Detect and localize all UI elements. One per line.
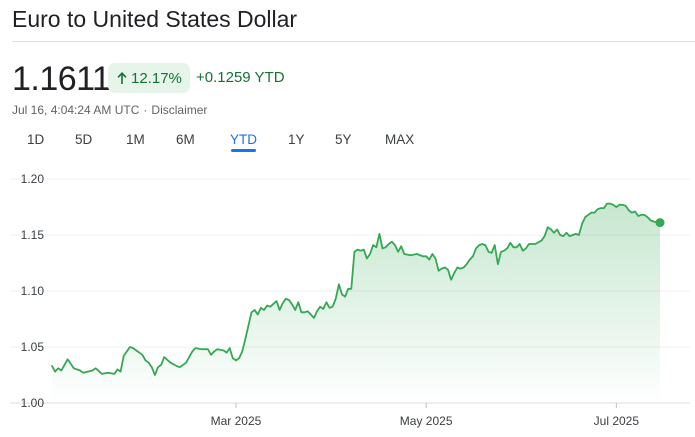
y-tick-label: 1.15 (21, 228, 45, 242)
separator: · (143, 103, 148, 117)
tab-max[interactable]: MAX (385, 132, 415, 147)
tab-ytd[interactable]: YTD (230, 132, 257, 147)
price-line (51, 202, 661, 376)
timestamp-line: Jul 16, 4:04:24 AM UTC · Disclaimer (12, 103, 207, 117)
tab-6m[interactable]: 6M (176, 132, 195, 147)
price-chart[interactable]: 1.20 1.15 1.10 1.05 1.00 Mar 2025 May 2025 Jul … (0, 160, 695, 437)
page-title: Euro to United States Dollar (12, 6, 298, 32)
tab-1y[interactable]: 1Y (288, 132, 305, 147)
tab-5y[interactable]: 5Y (335, 132, 352, 147)
y-tick-label: 1.05 (21, 340, 45, 354)
x-tick-label: Mar 2025 (211, 414, 262, 428)
divider (12, 41, 695, 42)
disclaimer-link[interactable]: Disclaimer (151, 103, 208, 117)
last-price-marker (655, 218, 665, 228)
area-fill (52, 203, 660, 403)
percent-change-value: 12.17% (131, 69, 182, 87)
exchange-rate-price: 1.1611 (12, 60, 111, 98)
x-tick-label: May 2025 (400, 414, 453, 428)
y-tick-label: 1.20 (21, 172, 45, 186)
x-tick-label: Jul 2025 (594, 414, 640, 428)
percent-change-badge: 12.17% (108, 63, 190, 93)
y-tick-label: 1.10 (21, 284, 45, 298)
absolute-change-value: +0.1259 YTD (196, 69, 285, 86)
tab-1d[interactable]: 1D (27, 132, 45, 147)
y-tick-label: 1.00 (21, 396, 45, 410)
arrow-up-icon (117, 72, 127, 84)
timestamp: Jul 16, 4:04:24 AM UTC (12, 103, 140, 117)
tab-5d[interactable]: 5D (75, 132, 93, 147)
active-tab-indicator (231, 149, 256, 152)
tab-1m[interactable]: 1M (126, 132, 145, 147)
